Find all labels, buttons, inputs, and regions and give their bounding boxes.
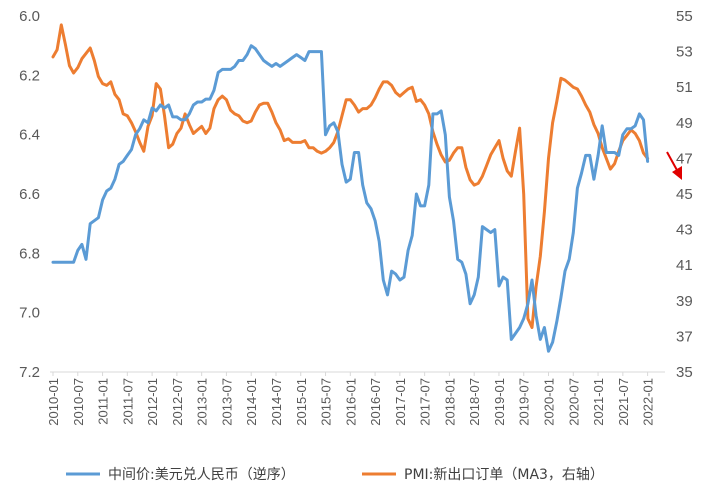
left-axis-tick-label: 6.6 [19, 186, 40, 203]
x-axis: 2010-01 2010-07 2011-01 2011-07 2012-01 2012-… [46, 372, 656, 426]
x-axis-tick-label: 2017-07 [418, 378, 433, 426]
x-axis-tick-label: 2022-01 [641, 378, 656, 426]
usd-cny-central-parity-line [51, 44, 650, 353]
right-axis-tick-label: 35 [676, 364, 693, 381]
x-axis-tick-label: 2013-01 [195, 378, 210, 426]
right-axis-tick-label: 37 [676, 328, 693, 345]
x-axis-tick-label: 2010-07 [71, 378, 86, 426]
x-axis-tick-label: 2012-07 [170, 378, 185, 426]
x-axis-tick-label: 2019-07 [517, 378, 532, 426]
right-axis-tick-label: 43 [676, 222, 693, 239]
left-axis-tick-label: 7.2 [19, 364, 40, 381]
x-axis-tick-label: 2020-07 [566, 378, 581, 426]
right-axis-tick-label: 47 [676, 150, 693, 167]
legend-label: PMI:新出口订单（MA3，右轴） [404, 467, 604, 483]
legend-item-usd-cny: 中间价:美元兑人民币（逆序） [66, 467, 295, 483]
left-axis: 6.0 6.2 6.4 6.6 6.8 7.0 7.2 [19, 8, 40, 381]
right-axis-tick-label: 53 [676, 44, 693, 61]
left-axis-tick-label: 7.0 [19, 305, 40, 322]
legend-label: 中间价:美元兑人民币（逆序） [108, 467, 295, 483]
x-axis-tick-label: 2011-01 [96, 378, 111, 425]
right-axis-tick-label: 55 [676, 8, 693, 25]
right-axis-tick-label: 45 [676, 186, 693, 203]
x-axis-tick-label: 2018-07 [467, 378, 482, 426]
x-axis-tick-label: 2017-01 [393, 378, 408, 426]
left-axis-tick-label: 6.0 [19, 8, 40, 25]
x-axis-tick-label: 2010-01 [46, 378, 61, 426]
left-axis-tick-label: 6.4 [19, 127, 40, 144]
x-axis-tick-label: 2019-01 [492, 378, 507, 426]
x-axis-tick-label: 2015-07 [319, 378, 334, 426]
x-axis-tick-label: 2021-07 [616, 378, 631, 426]
left-axis-tick-label: 6.2 [19, 67, 40, 84]
x-axis-tick-label: 2013-07 [219, 378, 234, 426]
right-axis: 55 53 51 49 47 45 43 41 39 37 35 [676, 8, 693, 381]
right-axis-tick-label: 41 [676, 257, 693, 274]
x-axis-tick-label: 2011-07 [120, 378, 135, 425]
right-axis-tick-label: 39 [676, 293, 693, 310]
x-axis-tick-label: 2018-01 [442, 378, 457, 426]
x-axis-tick-label: 2016-01 [343, 378, 358, 426]
x-axis-tick-label: 2014-07 [269, 378, 284, 426]
right-axis-tick-label: 51 [676, 79, 693, 96]
pmi-new-export-orders-line [51, 23, 650, 329]
x-axis-tick-label: 2012-01 [145, 378, 160, 426]
x-axis-tick-label: 2020-01 [542, 378, 557, 426]
legend: 中间价:美元兑人民币（逆序） PMI:新出口订单（MA3，右轴） [66, 467, 604, 483]
x-axis-tick-label: 2014-01 [244, 378, 259, 426]
right-axis-tick-label: 49 [676, 115, 693, 132]
x-axis-tick-label: 2021-01 [591, 378, 606, 426]
x-axis-tick-label: 2016-07 [368, 378, 383, 426]
annotation-layer [666, 151, 682, 180]
left-axis-tick-label: 6.8 [19, 245, 40, 262]
trend-arrow-icon [666, 151, 682, 180]
plot-area [51, 23, 650, 353]
legend-item-pmi-export-orders: PMI:新出口订单（MA3，右轴） [362, 467, 604, 483]
x-axis-tick-label: 2015-01 [294, 378, 309, 426]
